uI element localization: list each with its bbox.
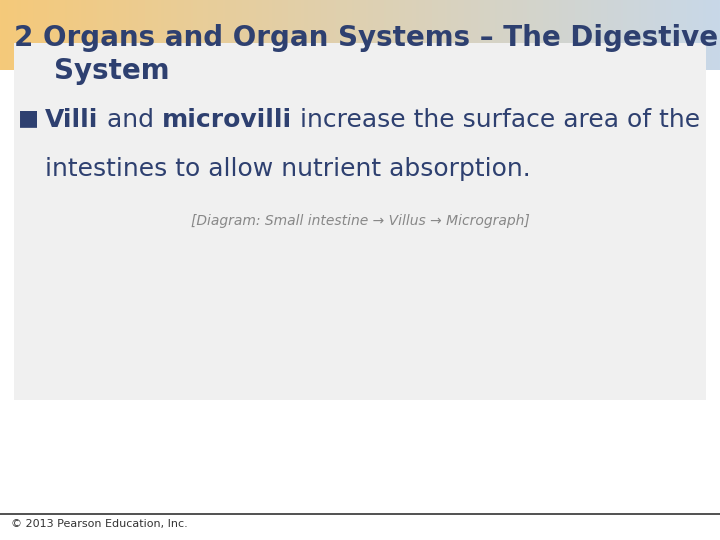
- Text: microvilli: microvilli: [162, 108, 292, 132]
- FancyBboxPatch shape: [14, 43, 706, 400]
- Text: increase the surface area of the: increase the surface area of the: [292, 108, 700, 132]
- Text: © 2013 Pearson Education, Inc.: © 2013 Pearson Education, Inc.: [11, 519, 187, 530]
- Text: intestines to allow nutrient absorption.: intestines to allow nutrient absorption.: [45, 157, 531, 180]
- Text: Villi: Villi: [45, 108, 99, 132]
- Text: System: System: [54, 57, 170, 85]
- Text: [Diagram: Small intestine → Villus → Micrograph]: [Diagram: Small intestine → Villus → Mic…: [191, 214, 529, 228]
- Text: 2 Organs and Organ Systems – The Digestive: 2 Organs and Organ Systems – The Digesti…: [14, 24, 719, 52]
- Text: ■: ■: [18, 108, 39, 128]
- Text: and: and: [99, 108, 162, 132]
